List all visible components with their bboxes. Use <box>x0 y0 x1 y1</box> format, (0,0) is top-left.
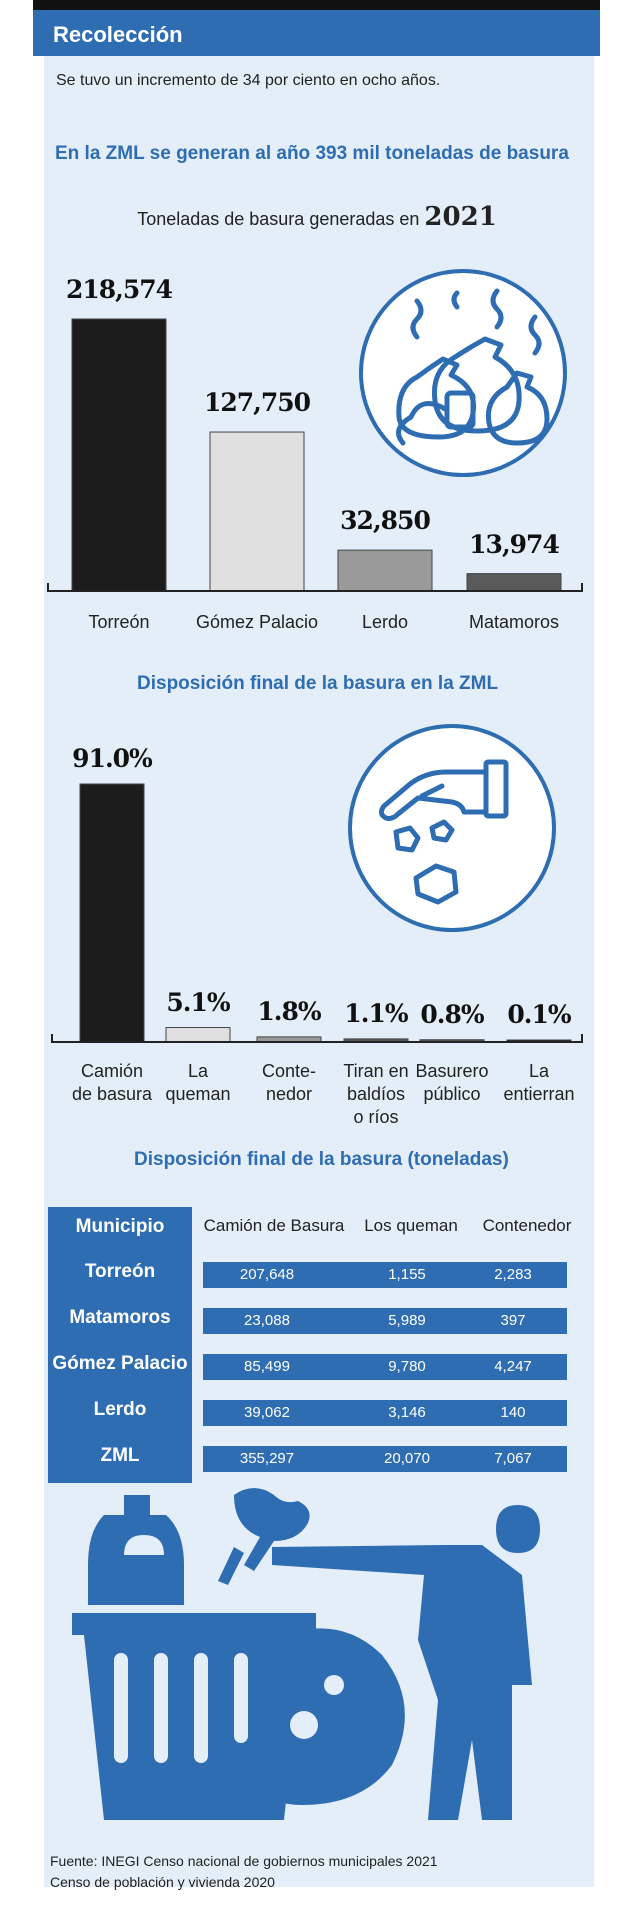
table-row-municipality: Lerdo <box>93 1399 147 1420</box>
heading-disposal-tonnes: Disposición final de la basura (tonelada… <box>134 1149 509 1170</box>
value-label: 32,850 <box>340 506 431 536</box>
table-row: 355,297 20,070 7,067 <box>203 1446 567 1472</box>
value-label: 127,750 <box>203 388 311 418</box>
source-line-1: Fuente: INEGI Censo nacional de gobierno… <box>50 1853 438 1869</box>
bar-1 <box>165 1027 231 1043</box>
table-cell: 2,283 <box>494 1266 532 1283</box>
garbage-bags-icon <box>359 269 567 477</box>
category-label-line: nedor <box>265 1084 313 1104</box>
source-line-2: Censo de población y vivienda 2020 <box>50 1874 275 1890</box>
category-label: Torreón <box>88 612 150 632</box>
chart1-subtitle-year: 2021 <box>424 202 497 232</box>
bar-1 <box>209 431 305 592</box>
value-label: 13,974 <box>469 529 560 559</box>
table-column-header: Los queman <box>364 1216 458 1235</box>
heading-final-disposal: Disposición final de la basura en la ZML <box>137 673 499 694</box>
table-cell: 20,070 <box>384 1450 430 1467</box>
category-label-line: o ríos <box>353 1107 399 1127</box>
category-label: Matamoros <box>468 612 560 632</box>
value-label: 0.1% <box>507 1000 571 1029</box>
table-cell: 3,146 <box>388 1404 426 1421</box>
category-label: Gómez Palacio <box>195 612 319 632</box>
value-label: 1.8% <box>257 996 321 1026</box>
category-label-line: La <box>528 1061 550 1081</box>
category-label-line: de basura <box>71 1084 153 1104</box>
category-label-line: público <box>423 1084 481 1104</box>
table-cell: 7,067 <box>494 1450 532 1467</box>
x-axis <box>47 583 583 592</box>
category-label: Lerdo <box>361 612 409 632</box>
table-cell: 9,780 <box>388 1358 426 1375</box>
chart-tonnage-by-municipality <box>47 318 583 592</box>
table-row-municipality: ZML <box>100 1445 140 1466</box>
table-cell: 207,648 <box>239 1266 295 1283</box>
value-label: 91.0% <box>72 744 153 773</box>
table-row: 207,648 1,155 2,283 <box>203 1262 567 1288</box>
category-label-line: baldíos <box>346 1084 406 1104</box>
chart1-subtitle-text: Toneladas de basura generadas en <box>137 209 420 229</box>
intro-text: Se tuvo un incremento de 34 por ciento e… <box>56 72 441 89</box>
chart-final-disposal <box>51 783 583 1043</box>
table-row-municipality: Matamoros <box>69 1307 171 1328</box>
table-header-municipio: Municipio <box>75 1216 165 1237</box>
hand-dropping-trash-icon <box>348 724 556 932</box>
table-cell: 85,499 <box>244 1358 290 1375</box>
value-label: 218,574 <box>65 275 173 304</box>
table-row: 39,062 3,146 140 <box>203 1400 567 1426</box>
x-axis <box>51 1034 583 1043</box>
table-cell: 1,155 <box>388 1266 426 1283</box>
header-bar: Recolección <box>33 0 600 56</box>
chart1-subtitle: Toneladas de basura generadas en 2021 <box>0 202 634 232</box>
category-label-line: entierran <box>503 1084 575 1104</box>
category-label-line: queman <box>165 1084 231 1104</box>
table-row-municipality: Gómez Palacio <box>52 1353 188 1374</box>
category-label-line: Basurero <box>415 1061 489 1081</box>
heading-annual-tonnage: En la ZML se generan al año 393 mil tone… <box>55 143 569 164</box>
value-label: 0.8% <box>420 999 484 1029</box>
table-row: 23,088 5,989 397 <box>203 1308 567 1334</box>
section-title: Recolección <box>53 22 183 47</box>
category-label-line: Tiran en <box>343 1061 409 1081</box>
person-throwing-trash-illustration <box>72 1488 540 1820</box>
table-column-header: Contenedor <box>482 1216 572 1235</box>
table-cell: 5,989 <box>388 1312 426 1329</box>
category-label-line: La <box>187 1061 209 1081</box>
table-row: 85,499 9,780 4,247 <box>203 1354 567 1380</box>
municipality-column <box>48 1207 192 1483</box>
value-label: 5.1% <box>166 987 230 1017</box>
category-label-line: Camión <box>80 1061 144 1081</box>
table-cell: 355,297 <box>239 1450 295 1467</box>
table-cell: 39,062 <box>244 1404 290 1421</box>
table-cell: 397 <box>500 1312 526 1329</box>
value-label: 1.1% <box>344 998 408 1028</box>
bar-0 <box>79 783 145 1043</box>
table-cell: 140 <box>500 1404 526 1421</box>
table-cell: 4,247 <box>494 1358 532 1375</box>
bar-0 <box>71 318 167 592</box>
table-cell: 23,088 <box>244 1312 290 1329</box>
table-column-header: Camión de Basura <box>203 1216 345 1235</box>
category-label-line: Conte- <box>261 1061 317 1081</box>
table-row-municipality: Torreón <box>84 1261 156 1282</box>
